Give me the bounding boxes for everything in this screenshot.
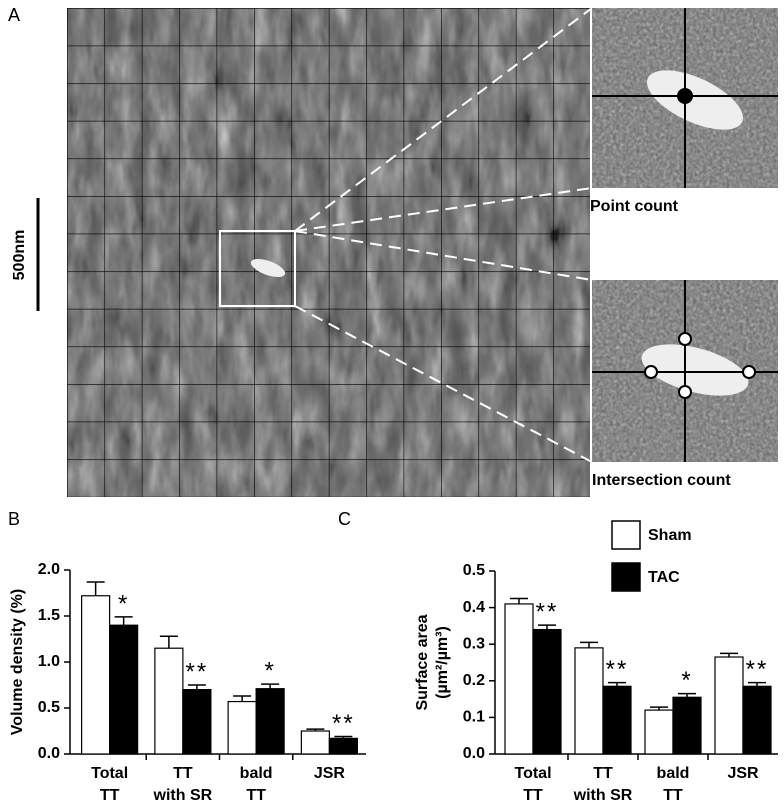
bar [328, 737, 358, 755]
bar [574, 647, 604, 755]
error-bar [159, 635, 178, 649]
inset-caption: Point count [590, 198, 679, 215]
error-bar [748, 681, 766, 687]
bar [644, 709, 674, 755]
error-bar [720, 652, 738, 658]
x-tick-label: TT [173, 765, 193, 782]
error-bar [86, 581, 105, 596]
error-bar [334, 735, 353, 739]
error-bar [187, 684, 206, 690]
legend-swatch [611, 520, 641, 550]
bar [714, 656, 744, 755]
error-bar [608, 681, 626, 687]
bar [81, 595, 111, 755]
significance: * [681, 667, 692, 694]
y-tick-label: 0.5 [38, 699, 60, 716]
inset-intersection [592, 280, 778, 462]
panel-label: B [8, 509, 20, 529]
significance: * [264, 657, 275, 684]
legend-swatch [611, 562, 641, 592]
bar [227, 700, 257, 755]
scale-bar-label: 500nm [11, 230, 28, 281]
significance: ** [746, 656, 769, 683]
error-bar [114, 616, 133, 626]
panel-label: A [8, 5, 20, 25]
x-tick-label: TT [663, 787, 683, 804]
x-tick-label: TT [593, 765, 613, 782]
bar [109, 624, 139, 755]
bar [602, 685, 632, 755]
x-tick-label: TT [523, 787, 543, 804]
x-tick-label: bald [657, 765, 690, 782]
y-tick-label: 0.3 [463, 635, 485, 652]
error-bar [233, 695, 252, 702]
error-bar [678, 692, 696, 698]
panel-label: C [338, 509, 351, 529]
error-bar [306, 728, 325, 731]
bar [672, 696, 702, 755]
error-bar [261, 683, 280, 689]
bar [742, 685, 772, 755]
y-tick-label: 1.5 [38, 607, 60, 624]
significance: ** [606, 656, 629, 683]
error-bar [650, 706, 668, 711]
error-bar [510, 597, 528, 604]
y-tick-label: 0.5 [463, 562, 485, 579]
significance: * [118, 590, 129, 617]
y-tick-label: 2.0 [38, 561, 60, 578]
y-axis-label: Volume density (%) [9, 589, 26, 735]
y-tick-label: 0.4 [463, 599, 485, 616]
significance: ** [332, 710, 355, 737]
y-axis-label: Surface area [414, 614, 431, 710]
legend-label: TAC [648, 569, 680, 586]
error-bar [538, 624, 556, 630]
inset-caption: Intersection count [592, 472, 731, 489]
x-tick-label: JSR [314, 765, 346, 782]
x-tick-label: bald [240, 765, 273, 782]
x-tick-label: Total [514, 765, 551, 782]
x-tick-label: with SR [153, 787, 213, 804]
y-tick-label: 0.0 [463, 745, 485, 762]
y-tick-label: 0.0 [38, 745, 60, 762]
y-tick-label: 1.0 [38, 653, 60, 670]
bar [255, 688, 285, 755]
y-axis-label: (µm²/µm³) [434, 626, 451, 699]
x-tick-label: TT [246, 787, 266, 804]
significance: ** [536, 599, 559, 626]
micrograph [67, 7, 593, 497]
bar [182, 688, 212, 755]
error-bar [580, 641, 598, 648]
x-tick-label: Total [91, 765, 128, 782]
x-tick-label: TT [100, 787, 120, 804]
x-tick-label: JSR [727, 765, 759, 782]
y-tick-label: 0.1 [463, 709, 485, 726]
x-tick-label: with SR [573, 787, 633, 804]
bar [300, 730, 330, 755]
y-tick-label: 0.2 [463, 672, 485, 689]
inset-point [592, 8, 778, 188]
legend-label: Sham [648, 527, 692, 544]
bar [532, 628, 562, 755]
bar [154, 647, 184, 755]
bar [504, 603, 534, 755]
significance: ** [186, 658, 209, 685]
